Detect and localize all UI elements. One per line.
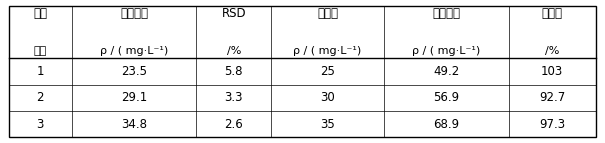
Text: 23.5: 23.5	[121, 65, 147, 78]
Text: 样液含量: 样液含量	[120, 7, 148, 20]
Text: 92.7: 92.7	[539, 91, 565, 104]
Text: 30: 30	[320, 91, 335, 104]
Text: 97.3: 97.3	[539, 118, 565, 131]
Text: /%: /%	[227, 46, 241, 56]
Text: 25: 25	[320, 65, 335, 78]
Text: 2.6: 2.6	[224, 118, 243, 131]
Text: ρ / ( mg·L⁻¹): ρ / ( mg·L⁻¹)	[293, 46, 362, 56]
Text: 34.8: 34.8	[121, 118, 147, 131]
Text: ρ / ( mg·L⁻¹): ρ / ( mg·L⁻¹)	[100, 46, 168, 56]
Text: RSD: RSD	[221, 7, 246, 20]
Text: 3: 3	[37, 118, 44, 131]
Text: 49.2: 49.2	[433, 65, 459, 78]
Text: 35: 35	[320, 118, 335, 131]
Text: 29.1: 29.1	[121, 91, 147, 104]
Text: 编号: 编号	[34, 46, 47, 56]
Text: 样液: 样液	[33, 7, 47, 20]
Text: 103: 103	[541, 65, 563, 78]
Text: 测定总量: 测定总量	[432, 7, 460, 20]
Text: 2: 2	[36, 91, 44, 104]
Text: 5.8: 5.8	[224, 65, 243, 78]
Text: 68.9: 68.9	[433, 118, 459, 131]
Text: 1: 1	[36, 65, 44, 78]
Text: 加标量: 加标量	[317, 7, 338, 20]
Text: /%: /%	[545, 46, 560, 56]
Text: 回收率: 回收率	[541, 7, 563, 20]
Text: ρ / ( mg·L⁻¹): ρ / ( mg·L⁻¹)	[412, 46, 480, 56]
Text: 56.9: 56.9	[433, 91, 459, 104]
Text: 3.3: 3.3	[224, 91, 243, 104]
